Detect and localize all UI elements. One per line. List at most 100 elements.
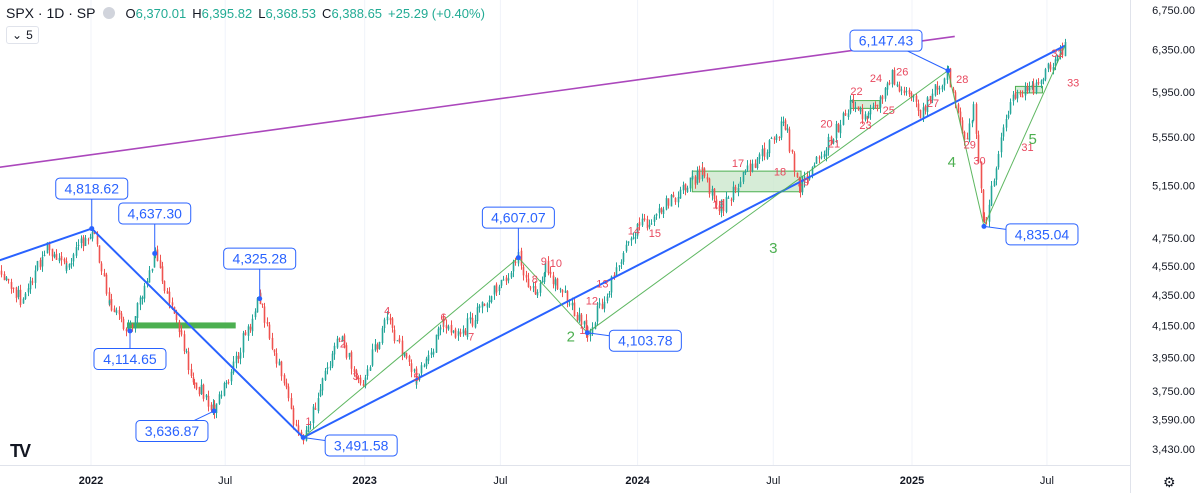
wave-label-red: 9 <box>541 256 547 268</box>
candle-body <box>398 338 401 342</box>
candle-body <box>408 356 411 362</box>
candle-body <box>861 109 864 120</box>
candle-body <box>799 187 802 193</box>
candle-body <box>153 254 156 268</box>
candle-body <box>82 236 85 247</box>
candle-body <box>115 310 118 314</box>
x-tick-label: 2022 <box>79 475 103 487</box>
candle-body <box>679 189 682 199</box>
tradingview-logo-icon[interactable]: TV <box>10 441 31 461</box>
candle-body <box>713 188 716 199</box>
candle-body <box>168 291 171 303</box>
candle-body <box>934 84 937 96</box>
candle-body <box>1040 80 1043 85</box>
candle-body <box>1007 114 1010 118</box>
wave-label-red: 16 <box>712 200 724 212</box>
candle-body <box>31 281 34 283</box>
candle-body <box>413 369 416 371</box>
candle-body <box>391 318 394 328</box>
candle-body <box>630 238 633 241</box>
candle-body <box>691 175 694 180</box>
candle-body <box>486 303 489 308</box>
candle-body <box>493 285 496 295</box>
candle-body <box>1052 67 1055 71</box>
wave-label-red: 13 <box>596 279 608 291</box>
candle-body <box>254 311 257 318</box>
candle-body <box>608 293 611 295</box>
candle-body <box>756 158 759 169</box>
candle-body <box>534 286 537 295</box>
candle-body <box>632 237 635 239</box>
candle-body <box>263 306 266 323</box>
candle-body <box>3 273 6 281</box>
candle-body <box>851 99 854 102</box>
candle-body <box>912 96 915 98</box>
candle-body <box>43 254 46 256</box>
candle-body <box>1012 94 1015 102</box>
candle-body <box>58 257 61 262</box>
candle-body <box>977 134 980 163</box>
candle-body <box>615 267 618 276</box>
candle-body <box>552 275 555 285</box>
wave-label-green: 2 <box>567 328 575 345</box>
candle-body <box>34 270 37 283</box>
y-tick-label: 5,550.00 <box>1152 132 1195 144</box>
symbol-label[interactable]: SPX · 1D · SP <box>6 5 96 21</box>
close-value: 6,388.65 <box>331 5 383 21</box>
candle-body <box>87 239 90 241</box>
candle-body <box>312 406 315 424</box>
candle-body <box>454 329 457 338</box>
candle-body <box>618 265 621 267</box>
candle-body <box>285 382 288 388</box>
candle-body <box>946 69 949 80</box>
candle-body <box>938 88 941 90</box>
candle-body <box>1037 81 1040 84</box>
candle-body <box>350 352 353 369</box>
gear-icon[interactable]: ⚙ <box>1163 474 1176 490</box>
candle-body <box>369 367 372 371</box>
candle-body <box>686 187 689 193</box>
candle-body <box>879 96 882 108</box>
candle-body <box>522 266 525 276</box>
wave-label-red: 7 <box>468 331 474 343</box>
candle-body <box>113 308 116 313</box>
price-label-text: 4,607.07 <box>491 210 546 226</box>
price-label-anchor <box>211 408 217 414</box>
candle-body <box>220 395 223 397</box>
candle-body <box>823 154 826 158</box>
candle-body <box>982 189 985 218</box>
candle-body <box>7 278 10 281</box>
wave-label-red: 27 <box>927 98 939 110</box>
candle-body <box>41 256 44 267</box>
price-label-text: 3,636.87 <box>145 423 200 439</box>
candle-body <box>660 208 663 213</box>
candle-body <box>610 276 613 293</box>
candle-body <box>227 381 230 383</box>
candle-body <box>1002 127 1005 137</box>
price-label-anchor <box>945 68 951 74</box>
candle-body <box>554 279 557 286</box>
candle-body <box>396 340 399 342</box>
candle-body <box>701 168 704 170</box>
candle-body <box>867 113 870 119</box>
candle-body <box>971 120 974 124</box>
candle-body <box>159 260 162 269</box>
candle-body <box>1000 137 1003 153</box>
candle-body <box>1054 59 1057 67</box>
candle-body <box>466 318 469 337</box>
price-label-anchor <box>89 226 95 232</box>
candle-body <box>571 302 574 306</box>
candle-body <box>559 288 562 290</box>
candle-body <box>156 249 159 261</box>
candle-body <box>641 218 644 226</box>
candle-body <box>502 279 505 281</box>
indicators-toggle-button[interactable]: ⌄ 5 <box>6 26 39 44</box>
candle-body <box>331 353 334 367</box>
candle-body <box>297 425 300 433</box>
price-label-anchor <box>584 330 590 336</box>
wave-label-red: 24 <box>870 73 882 85</box>
candle-body <box>931 93 934 100</box>
candle-body <box>919 110 922 118</box>
